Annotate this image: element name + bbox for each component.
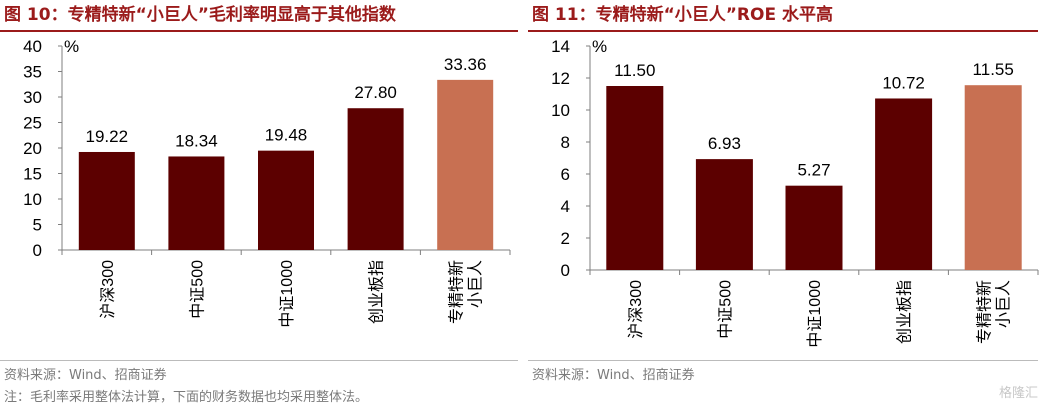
y-tick-label: 25 — [23, 114, 42, 133]
y-tick-label: 4 — [561, 197, 570, 216]
bar — [437, 79, 494, 250]
bar-value-label: 19.48 — [265, 126, 308, 145]
bar — [258, 150, 314, 250]
roe-bar-chart: 0 2 4 6 8 10 12 14 % 11.50 沪深300 6.93 中证500 5.27 中证100… — [551, 37, 1039, 348]
bar-value-label: 19.22 — [86, 127, 129, 146]
bar — [606, 86, 664, 270]
category-label-line: 创业板指 — [896, 280, 914, 344]
category-label: 沪深300 — [99, 260, 117, 319]
category-label-line: 专精特新 — [448, 260, 466, 324]
source-rule — [0, 360, 518, 361]
y-tick-label: 2 — [561, 229, 570, 248]
title-rule — [528, 30, 1038, 32]
category-label: 中证500 — [716, 280, 734, 339]
figure-title: 图 11：专精特新“小巨人”ROE 水平高 — [532, 5, 833, 25]
bar-value-label: 5.27 — [797, 161, 830, 180]
footnote: 注：毛利率采用整体法计算，下面的财务数据也均采用整体法。 — [4, 390, 369, 405]
source-note: 资料来源：Wind、招商证券 — [4, 368, 167, 383]
chart-panel-roe: 图 11：专精特新“小巨人”ROE 水平高 0 2 4 6 8 10 12 14% 11.50 沪… — [528, 0, 1046, 413]
bar — [695, 159, 753, 270]
y-unit-label: % — [592, 37, 607, 56]
category-label: 沪深300 — [627, 280, 645, 339]
category-label-line: 沪深300 — [99, 260, 117, 319]
watermark-logo: 格隆汇 — [998, 386, 1038, 401]
bar — [964, 85, 1022, 270]
figure-title: 图 10：专精特新“小巨人”毛利率明显高于其他指数 — [4, 5, 396, 25]
category-label: 专精特新 小巨人 — [448, 260, 485, 324]
chart-panel-gross-margin: 图 10：专精特新“小巨人”毛利率明显高于其他指数 0 5 10 15 20 25 30 35… — [0, 0, 518, 413]
y-tick-label: 40 — [23, 37, 42, 56]
y-tick-label: 10 — [23, 190, 42, 209]
y-tick-label: 6 — [561, 165, 570, 184]
category-label: 中证500 — [188, 260, 206, 319]
y-tick-label: 0 — [561, 261, 570, 280]
y-tick-label: 5 — [33, 216, 42, 235]
category-label: 创业板指 — [896, 280, 914, 344]
bar — [875, 98, 933, 270]
y-tick-label: 15 — [23, 165, 42, 184]
category-label-line: 中证1000 — [806, 280, 824, 348]
bar — [347, 108, 404, 250]
category-label-line: 沪深300 — [627, 280, 645, 339]
category-label-line: 中证500 — [716, 280, 734, 339]
source-rule — [528, 360, 1038, 361]
bar — [78, 151, 135, 250]
y-tick-label: 14 — [551, 37, 570, 56]
category-label-line: 中证500 — [188, 260, 206, 319]
bar-value-label: 27.80 — [354, 83, 397, 102]
category-label-line: 小巨人 — [995, 280, 1013, 328]
bar-value-label: 10.72 — [882, 73, 925, 92]
y-tick-label: 0 — [33, 241, 42, 260]
category-label-line: 创业板指 — [368, 260, 386, 324]
category-label: 中证1000 — [806, 280, 824, 348]
title-rule — [0, 30, 518, 32]
category-label: 专精特新 小巨人 — [976, 280, 1013, 344]
bar-value-label: 11.55 — [973, 60, 1014, 79]
bar-value-label: 18.34 — [175, 131, 218, 150]
y-tick-label: 12 — [551, 69, 570, 88]
y-tick-label: 10 — [551, 101, 570, 120]
bar-value-label: 33.36 — [444, 55, 487, 74]
gross-margin-bar-chart: 0 5 10 15 20 25 30 35 40 % 19.22 沪深300 18.34 中证500 19.… — [23, 37, 511, 328]
bar-value-label: 11.50 — [614, 61, 655, 80]
category-label-line: 中证1000 — [278, 260, 296, 328]
category-label: 创业板指 — [368, 260, 386, 324]
y-tick-label: 8 — [561, 133, 570, 152]
source-note: 资料来源：Wind、招商证券 — [532, 368, 695, 383]
bar-value-label: 6.93 — [708, 134, 741, 153]
y-unit-label: % — [64, 37, 79, 56]
category-label: 中证1000 — [278, 260, 296, 328]
category-label-line: 专精特新 — [976, 280, 994, 344]
bar — [785, 185, 843, 270]
y-tick-label: 35 — [23, 63, 42, 82]
bar — [168, 156, 225, 250]
y-tick-label: 30 — [23, 88, 42, 107]
category-label-line: 小巨人 — [467, 260, 485, 308]
y-tick-label: 20 — [23, 139, 42, 158]
